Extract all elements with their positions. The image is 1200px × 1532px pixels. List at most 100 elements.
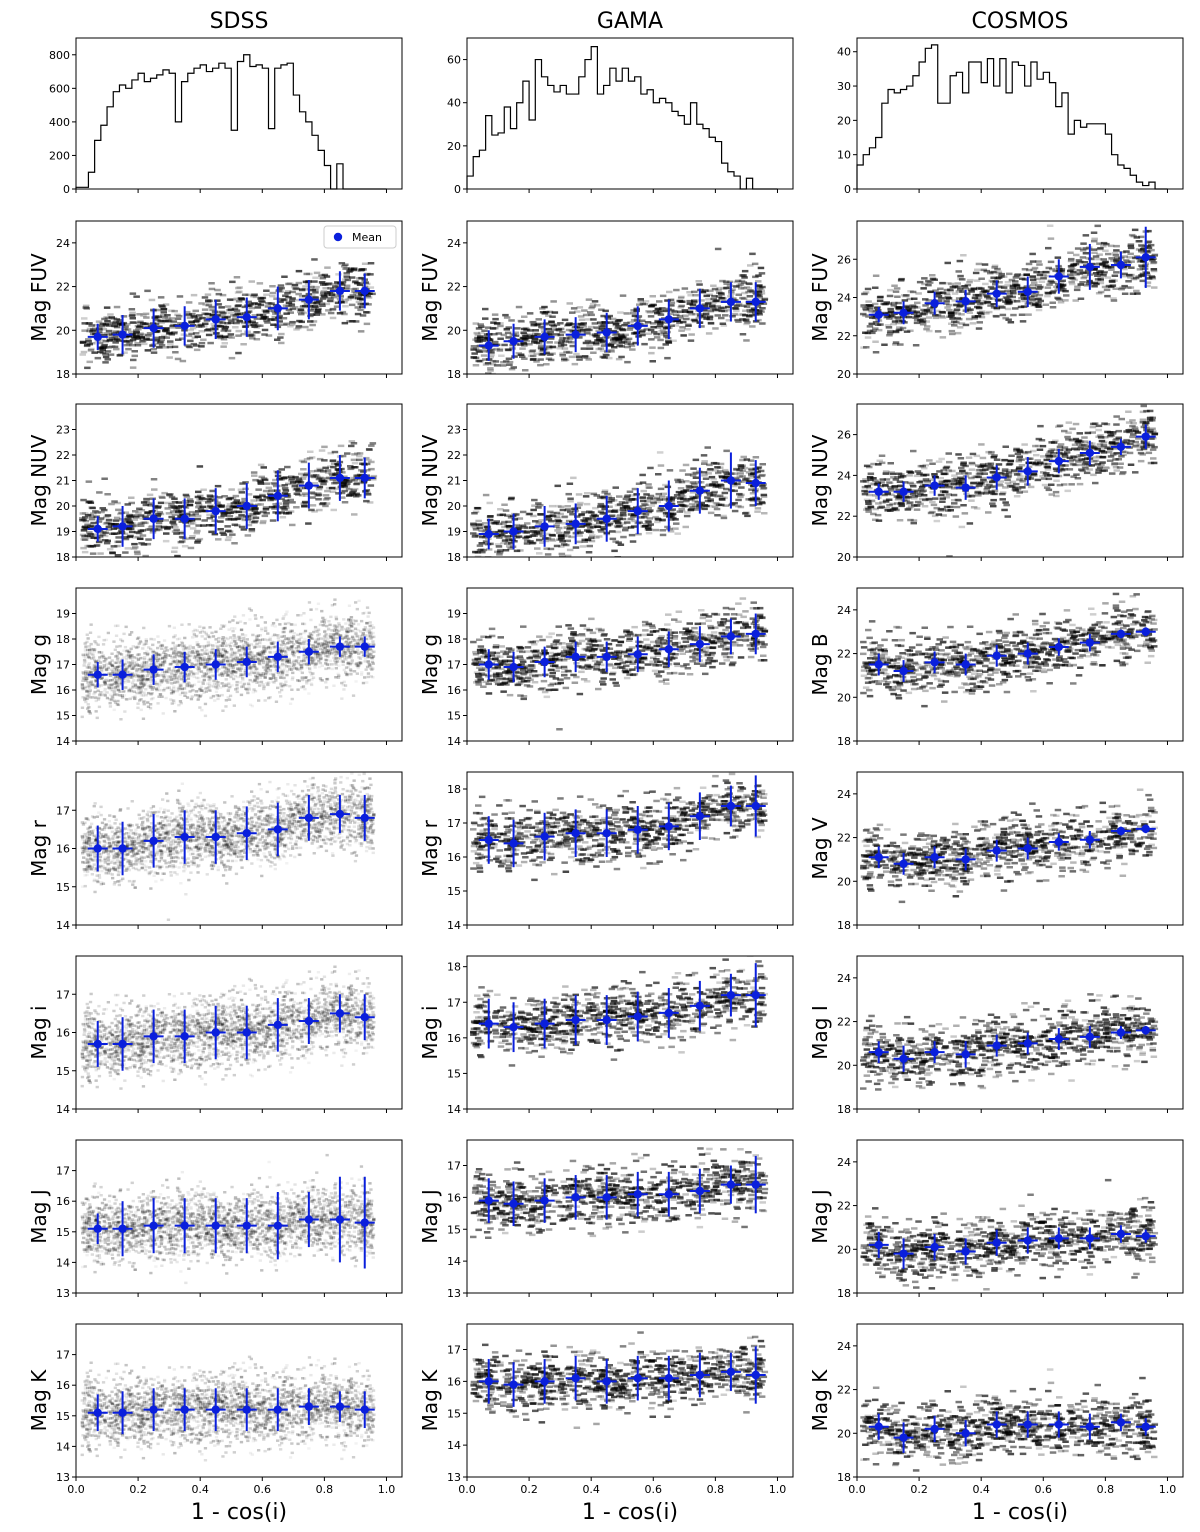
density-cell — [196, 537, 204, 541]
density-cell — [229, 280, 236, 284]
density-cell — [287, 658, 291, 661]
density-cell — [360, 619, 364, 623]
density-cell — [144, 694, 148, 697]
density-cell — [253, 804, 257, 807]
density-cell — [172, 526, 179, 529]
density-cell — [122, 519, 129, 522]
density-cell — [140, 670, 145, 673]
density-cell — [128, 862, 132, 865]
density-cell — [100, 530, 107, 534]
density-cell — [285, 511, 293, 514]
density-cell — [211, 685, 215, 688]
density-cell — [194, 495, 202, 499]
density-cell — [129, 366, 137, 369]
density-cell — [188, 683, 192, 687]
density-cell — [135, 667, 139, 671]
density-cell — [208, 305, 215, 309]
density-cell — [121, 536, 128, 539]
density-cell — [324, 667, 328, 671]
density-cell — [184, 691, 188, 695]
density-cell — [94, 641, 98, 645]
density-cell — [266, 657, 270, 661]
density-cell — [168, 836, 172, 840]
density-cell — [181, 644, 185, 648]
density-cell — [351, 637, 356, 641]
density-cell — [316, 651, 320, 655]
density-cell — [301, 810, 305, 813]
density-cell — [133, 335, 140, 339]
density-cell — [119, 839, 124, 843]
density-cell — [228, 664, 232, 668]
density-cell — [186, 839, 190, 842]
density-cell — [252, 664, 256, 667]
density-cell — [240, 646, 244, 650]
density-cell — [353, 837, 357, 840]
density-cell — [244, 812, 248, 815]
density-cell — [135, 663, 139, 666]
density-cell — [216, 655, 220, 658]
density-cell — [362, 772, 366, 776]
density-cell — [136, 325, 143, 329]
density-cell — [240, 657, 244, 660]
density-cell — [211, 694, 216, 698]
density-cell — [329, 787, 334, 791]
density-cell — [186, 864, 191, 868]
density-cell — [327, 652, 331, 656]
density-cell — [157, 501, 165, 505]
density-cell — [94, 662, 98, 665]
density-cell — [266, 632, 270, 635]
density-cell — [232, 317, 239, 320]
density-cell — [233, 654, 237, 657]
density-cell — [116, 676, 120, 679]
density-cell — [316, 654, 320, 657]
density-cell — [137, 833, 141, 836]
density-cell — [177, 322, 184, 325]
density-cell — [171, 530, 179, 533]
density-cell — [318, 274, 325, 277]
density-cell — [212, 848, 216, 851]
density-cell — [156, 342, 164, 346]
density-cell — [257, 653, 261, 657]
density-cell — [83, 642, 87, 645]
density-cell — [325, 797, 330, 801]
density-cell — [146, 678, 150, 681]
density-cell — [306, 789, 311, 792]
density-cell — [201, 658, 205, 662]
density-cell — [287, 819, 291, 823]
density-cell — [193, 651, 198, 654]
density-cell — [92, 850, 97, 853]
density-cell — [94, 710, 98, 713]
density-cell — [236, 663, 240, 667]
density-cell — [212, 648, 216, 651]
density-cell — [203, 702, 208, 706]
density-cell — [193, 348, 201, 352]
density-cell — [215, 682, 219, 685]
density-cell — [177, 703, 181, 707]
density-cell — [136, 679, 140, 682]
density-cell — [191, 823, 195, 826]
density-cell — [81, 676, 85, 679]
density-cell — [226, 673, 231, 677]
density-cell — [232, 506, 239, 509]
density-cell — [323, 642, 327, 645]
density-cell — [191, 316, 198, 319]
density-cell — [253, 512, 260, 515]
density-cell — [345, 634, 349, 638]
density-cell — [88, 506, 95, 509]
density-cell — [289, 323, 296, 326]
density-cell — [103, 687, 107, 691]
density-cell — [82, 672, 86, 675]
density-cell — [250, 807, 254, 810]
density-cell — [253, 678, 257, 681]
density-cell — [151, 649, 155, 653]
density-cell — [225, 529, 232, 533]
density-cell — [261, 665, 266, 669]
density-cell — [349, 320, 356, 323]
density-cell — [197, 669, 201, 672]
density-cell — [238, 658, 242, 661]
density-cell — [232, 704, 236, 707]
density-cell — [138, 687, 142, 690]
density-cell — [208, 506, 215, 509]
density-cell — [142, 660, 146, 664]
density-cell — [220, 655, 225, 658]
